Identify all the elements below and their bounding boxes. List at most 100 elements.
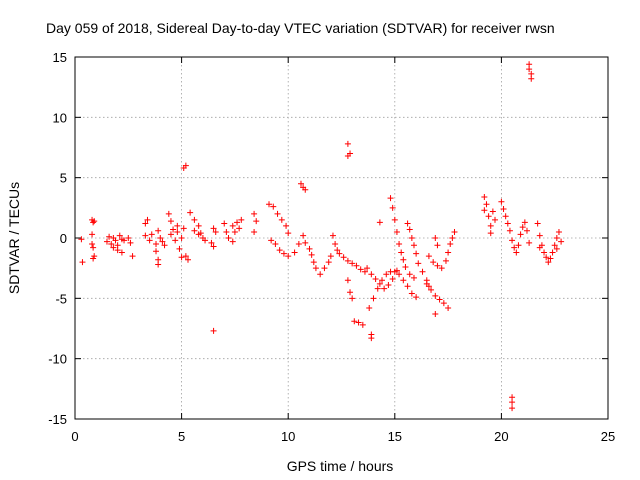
- data-point: [225, 235, 232, 241]
- data-point: [210, 327, 217, 334]
- data-point: [425, 253, 432, 260]
- data-point: [509, 399, 516, 406]
- data-point: [231, 228, 238, 235]
- data-point: [142, 232, 149, 239]
- data-point: [483, 201, 490, 208]
- data-point: [423, 280, 430, 287]
- data-point: [153, 241, 160, 248]
- data-point: [144, 216, 151, 223]
- data-point: [361, 268, 368, 275]
- data-point: [413, 250, 420, 257]
- data-point: [344, 152, 351, 159]
- data-point: [268, 237, 275, 244]
- data-point: [155, 261, 162, 268]
- data-point: [545, 259, 552, 266]
- data-point: [558, 238, 565, 245]
- data-point: [285, 230, 292, 237]
- data-point: [112, 237, 119, 244]
- data-point: [167, 231, 174, 238]
- data-point: [116, 232, 123, 239]
- data-point: [509, 237, 516, 244]
- data-point: [234, 219, 241, 226]
- data-point: [357, 266, 364, 273]
- data-point: [253, 218, 260, 225]
- x-tick-label: 5: [178, 429, 185, 444]
- data-point: [212, 228, 219, 235]
- data-point: [276, 247, 283, 254]
- data-point: [91, 218, 98, 225]
- data-point: [376, 219, 383, 226]
- data-point: [511, 244, 518, 251]
- data-point: [502, 213, 509, 220]
- data-point: [187, 209, 194, 216]
- data-point: [387, 195, 394, 202]
- data-point: [327, 253, 334, 260]
- data-point: [306, 245, 313, 252]
- data-point: [174, 228, 181, 235]
- data-point: [180, 165, 187, 172]
- data-point: [272, 241, 279, 248]
- data-point: [266, 201, 273, 208]
- data-point: [90, 255, 97, 262]
- y-tick-label: -5: [55, 291, 67, 306]
- axis-ticks: 0 5 10 15 20 25 -15 -10 -5 0 5 10 15: [48, 50, 615, 444]
- data-point: [436, 296, 443, 303]
- data-point: [142, 220, 149, 227]
- data-point: [376, 280, 383, 287]
- data-point: [274, 210, 281, 217]
- data-point: [432, 311, 439, 318]
- data-point: [523, 227, 530, 234]
- data-point: [393, 267, 400, 274]
- data-point: [504, 220, 511, 227]
- y-tick-label: 15: [53, 50, 67, 65]
- data-point: [349, 260, 356, 267]
- data-point: [487, 222, 494, 229]
- data-point: [302, 186, 309, 193]
- data-point: [447, 241, 454, 248]
- data-point: [178, 254, 185, 261]
- data-point: [489, 208, 496, 215]
- data-point: [396, 241, 403, 248]
- grid-lines: [75, 57, 608, 419]
- data-point: [300, 232, 307, 239]
- data-point: [110, 244, 117, 251]
- data-point: [500, 206, 507, 213]
- data-point: [191, 216, 198, 223]
- data-point: [90, 244, 97, 251]
- data-point: [106, 233, 113, 240]
- data-point: [551, 242, 558, 249]
- y-tick-label: 10: [53, 110, 67, 125]
- data-point: [506, 227, 513, 234]
- data-point: [191, 227, 198, 234]
- data-point: [492, 216, 499, 223]
- data-points: [78, 61, 565, 412]
- data-point: [278, 216, 285, 223]
- data-point: [347, 289, 354, 296]
- data-point: [438, 265, 445, 272]
- data-point: [229, 222, 236, 229]
- data-point: [487, 230, 494, 237]
- data-point: [381, 285, 388, 292]
- data-point: [449, 235, 456, 241]
- data-point: [238, 216, 245, 223]
- data-point: [157, 235, 164, 241]
- data-point: [410, 274, 417, 281]
- data-point: [445, 304, 452, 311]
- data-point: [308, 251, 315, 258]
- data-point: [389, 276, 396, 283]
- data-point: [184, 256, 191, 263]
- data-point: [251, 210, 258, 217]
- data-point: [379, 277, 386, 284]
- data-point: [526, 239, 533, 246]
- y-axis-label: SDTVAR / TECUs: [6, 182, 22, 294]
- data-point: [406, 271, 413, 278]
- data-point: [302, 239, 309, 246]
- data-point: [404, 220, 411, 227]
- data-point: [159, 238, 166, 245]
- data-point: [349, 295, 356, 302]
- data-point: [366, 304, 373, 311]
- data-point: [340, 254, 347, 261]
- data-point: [336, 250, 343, 257]
- data-point: [291, 249, 298, 256]
